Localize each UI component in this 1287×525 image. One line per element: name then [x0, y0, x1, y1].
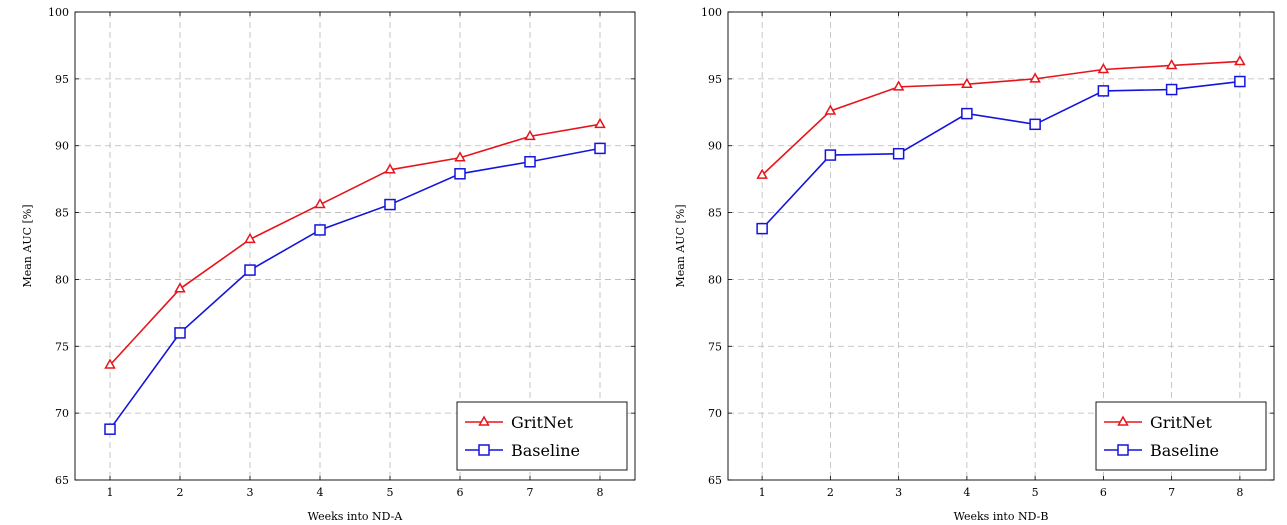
- data-point-gritnet: [524, 129, 536, 141]
- legend-label-gritnet: GritNet: [1150, 413, 1212, 432]
- legend: GritNet Baseline: [1095, 401, 1267, 471]
- x-axis-label: Weeks into ND-B: [954, 510, 1049, 523]
- data-point-gritnet: [1234, 54, 1246, 66]
- series-baseline: [756, 75, 1246, 235]
- y-tick-label: 90: [708, 140, 722, 153]
- y-tick-label: 70: [708, 407, 722, 420]
- legend-label-baseline: Baseline: [511, 441, 580, 460]
- x-tick-label: 2: [177, 486, 184, 499]
- data-point-gritnet: [454, 151, 466, 162]
- plot-frame: [727, 11, 1275, 481]
- y-tick-label: 80: [708, 273, 722, 286]
- data-point-gritnet: [824, 104, 837, 115]
- data-point-baseline: [1097, 85, 1110, 97]
- x-tick-label: 5: [387, 486, 394, 499]
- y-tick-label: 75: [55, 340, 69, 353]
- y-tick-label: 100: [701, 6, 722, 19]
- x-tick-label: 6: [1100, 486, 1107, 499]
- y-tick-label: 90: [55, 140, 69, 153]
- data-point-gritnet: [314, 198, 326, 209]
- data-point-gritnet: [1165, 58, 1178, 70]
- x-tick-label: 7: [1168, 486, 1175, 499]
- data-point-baseline: [104, 423, 116, 435]
- y-tick-label: 95: [708, 73, 722, 86]
- y-tick-label: 85: [55, 207, 69, 220]
- data-point-gritnet: [892, 80, 905, 91]
- data-point-baseline: [892, 147, 905, 160]
- legend-marker: [478, 415, 490, 426]
- data-point-baseline: [524, 156, 536, 168]
- x-tick-label: 4: [317, 486, 324, 499]
- series-gritnet: [756, 54, 1246, 179]
- legend-box: [456, 401, 628, 471]
- data-point-baseline: [1165, 83, 1178, 96]
- x-tick-label: 3: [895, 486, 902, 499]
- data-point-gritnet: [594, 117, 606, 129]
- legend-box: [1095, 401, 1267, 471]
- data-point-gritnet: [756, 168, 768, 179]
- plot-frame: [74, 11, 636, 481]
- series-line-baseline: [761, 80, 1240, 230]
- data-point-baseline: [314, 224, 326, 236]
- y-tick-label: 70: [55, 407, 69, 420]
- y-tick-label: 100: [48, 6, 69, 19]
- y-tick-label: 85: [708, 207, 722, 220]
- data-point-baseline: [244, 264, 256, 276]
- legend-label-baseline: Baseline: [1150, 441, 1219, 460]
- x-tick-label: 5: [1032, 486, 1039, 499]
- y-tick-label: 65: [55, 474, 69, 487]
- y-tick-label: 80: [55, 273, 69, 286]
- x-tick-label: 2: [827, 486, 834, 499]
- x-axis-label: Weeks into ND-A: [308, 510, 404, 523]
- data-point-gritnet: [961, 77, 973, 88]
- x-tick-label: 3: [247, 486, 254, 499]
- x-tick-label: 7: [527, 486, 534, 499]
- data-point-baseline: [756, 222, 768, 235]
- data-point-gritnet: [1029, 72, 1041, 83]
- series-line-gritnet: [761, 60, 1240, 176]
- data-point-baseline: [384, 198, 396, 211]
- y-axis-label: Mean AUC [%]: [21, 204, 34, 287]
- legend-marker: [1117, 444, 1129, 456]
- data-point-baseline: [594, 142, 606, 155]
- series-gritnet: [104, 117, 606, 369]
- x-tick-label: 6: [457, 486, 464, 499]
- x-tick-label: 4: [963, 486, 970, 499]
- data-point-gritnet: [174, 282, 186, 293]
- legend-marker: [478, 444, 490, 456]
- y-axis-label: Mean AUC [%]: [674, 204, 687, 287]
- x-tick-label: 1: [759, 486, 766, 499]
- series-baseline: [104, 142, 606, 435]
- data-point-baseline: [174, 327, 186, 339]
- y-tick-label: 95: [55, 73, 69, 86]
- legend-label-gritnet: GritNet: [511, 413, 573, 432]
- legend-marker: [1117, 415, 1129, 426]
- x-tick-label: 8: [1236, 486, 1243, 499]
- data-point-baseline: [1029, 118, 1041, 131]
- y-tick-label: 65: [708, 474, 722, 487]
- series-line-baseline: [109, 147, 601, 430]
- x-tick-label: 8: [597, 486, 604, 499]
- chart-nd-b: 1 2 3 4 5 6 7 8 65 70 75 80 85 90 95 100 Weeks into ND-B…: [674, 6, 1275, 523]
- data-point-baseline: [824, 149, 837, 161]
- series-line-gritnet: [109, 123, 601, 366]
- data-point-baseline: [961, 107, 973, 120]
- chart-nd-a: 1 2 3 4 5 6 7 8 65 70 75 80 85 90 95 100 Weeks into ND-A…: [21, 6, 636, 523]
- data-point-gritnet: [384, 163, 396, 174]
- data-point-gritnet: [1097, 62, 1110, 74]
- legend: GritNet Baseline: [456, 401, 628, 471]
- y-tick-label: 75: [708, 340, 722, 353]
- data-point-gritnet: [244, 232, 256, 244]
- data-point-baseline: [454, 168, 466, 180]
- x-tick-label: 1: [107, 486, 114, 499]
- data-point-baseline: [1234, 75, 1246, 88]
- data-point-gritnet: [104, 358, 116, 369]
